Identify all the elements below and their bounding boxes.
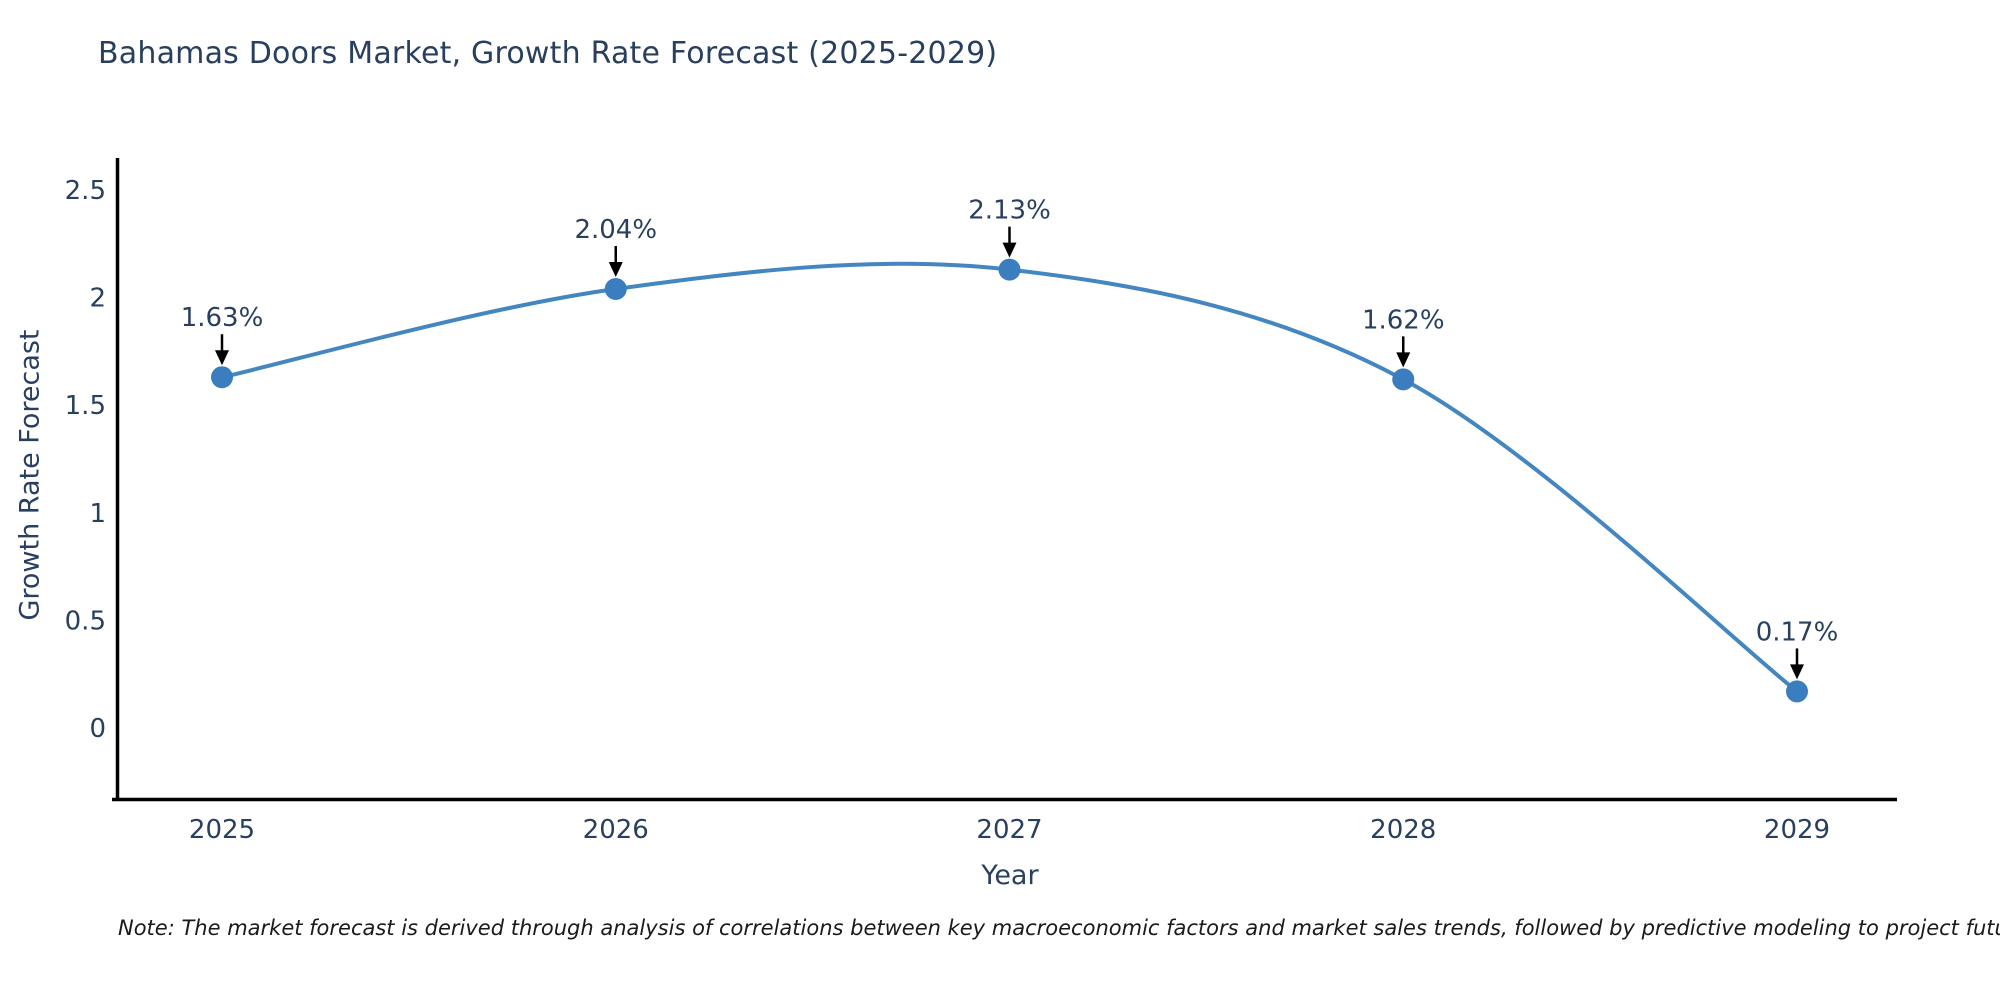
chart-title: Bahamas Doors Market, Growth Rate Foreca…: [98, 36, 998, 71]
data-point-label: 2.13%: [968, 196, 1051, 226]
data-point[interactable]: [1392, 368, 1415, 391]
data-point[interactable]: [604, 277, 627, 300]
x-tick-label: 2027: [976, 815, 1042, 845]
data-point-label: 1.63%: [181, 303, 264, 333]
x-tick-label: 2025: [189, 815, 255, 845]
data-point[interactable]: [1786, 680, 1808, 703]
annotation-arrowhead-icon: [215, 350, 229, 366]
data-point-label: 2.04%: [574, 215, 657, 245]
data-point[interactable]: [211, 366, 233, 389]
x-tick-label: 2028: [1370, 815, 1436, 845]
y-tick-label: 2.5: [65, 176, 106, 206]
data-point[interactable]: [998, 258, 1021, 281]
y-tick-label: 0.5: [65, 606, 106, 636]
x-tick-label: 2029: [1764, 815, 1830, 845]
footnote: Note: The market forecast is derived thr…: [118, 916, 2000, 940]
x-axis-title: Year: [981, 860, 1039, 891]
x-tick-label: 2026: [583, 815, 649, 845]
y-tick-label: 1.5: [65, 391, 106, 421]
annotation-arrowhead-icon: [1396, 352, 1411, 368]
data-point-label: 0.17%: [1756, 617, 1839, 647]
y-tick-label: 0: [89, 714, 106, 744]
annotation-arrowhead-icon: [608, 261, 623, 277]
y-tick-label: 1: [89, 499, 106, 529]
y-tick-label: 2: [89, 284, 106, 314]
annotation-arrowhead-icon: [1002, 242, 1017, 258]
annotation-arrowhead-icon: [1790, 664, 1804, 680]
data-point-label: 1.62%: [1362, 305, 1445, 335]
forecast-line: [220, 261, 1799, 694]
